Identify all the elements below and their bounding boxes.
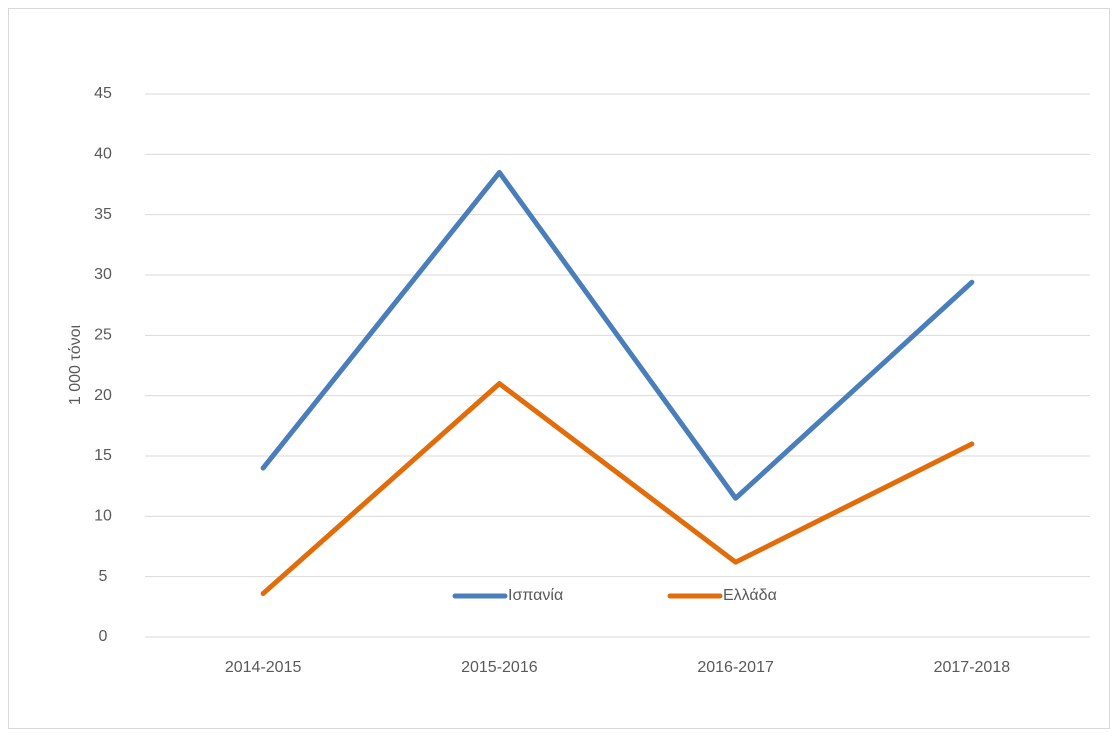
chart-border [8,8,1110,729]
y-tick-label: 40 [94,146,112,163]
y-tick-label: 25 [94,327,112,344]
y-tick-label: 0 [99,628,108,645]
y-tick-label: 5 [99,568,108,585]
series-line [260,381,975,597]
legend-label: Ελλάδα [723,587,777,604]
y-axis-label: 1 000 τόνοι [67,324,84,405]
x-tick-label: 2014-2015 [225,659,302,676]
series-line [260,169,975,501]
y-tick-label: 10 [94,508,112,525]
legend-label: Ισπανία [508,587,563,604]
y-tick-label: 20 [94,387,112,404]
y-tick-label: 35 [94,206,112,223]
y-tick-label: 45 [94,85,112,102]
x-tick-label: 2017-2018 [934,659,1011,676]
y-tick-label: 15 [94,447,112,464]
x-tick-label: 2016-2017 [697,659,774,676]
y-tick-label: 30 [94,266,112,283]
x-tick-label: 2015-2016 [461,659,538,676]
